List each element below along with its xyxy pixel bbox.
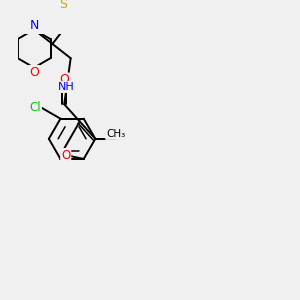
Text: S: S	[59, 0, 67, 11]
Text: O: O	[29, 66, 39, 79]
Text: CH₃: CH₃	[106, 129, 125, 139]
Text: NH: NH	[58, 82, 74, 92]
Text: O: O	[61, 149, 70, 162]
Text: N: N	[29, 19, 39, 32]
Text: O: O	[59, 74, 69, 86]
Text: Cl: Cl	[29, 101, 41, 114]
